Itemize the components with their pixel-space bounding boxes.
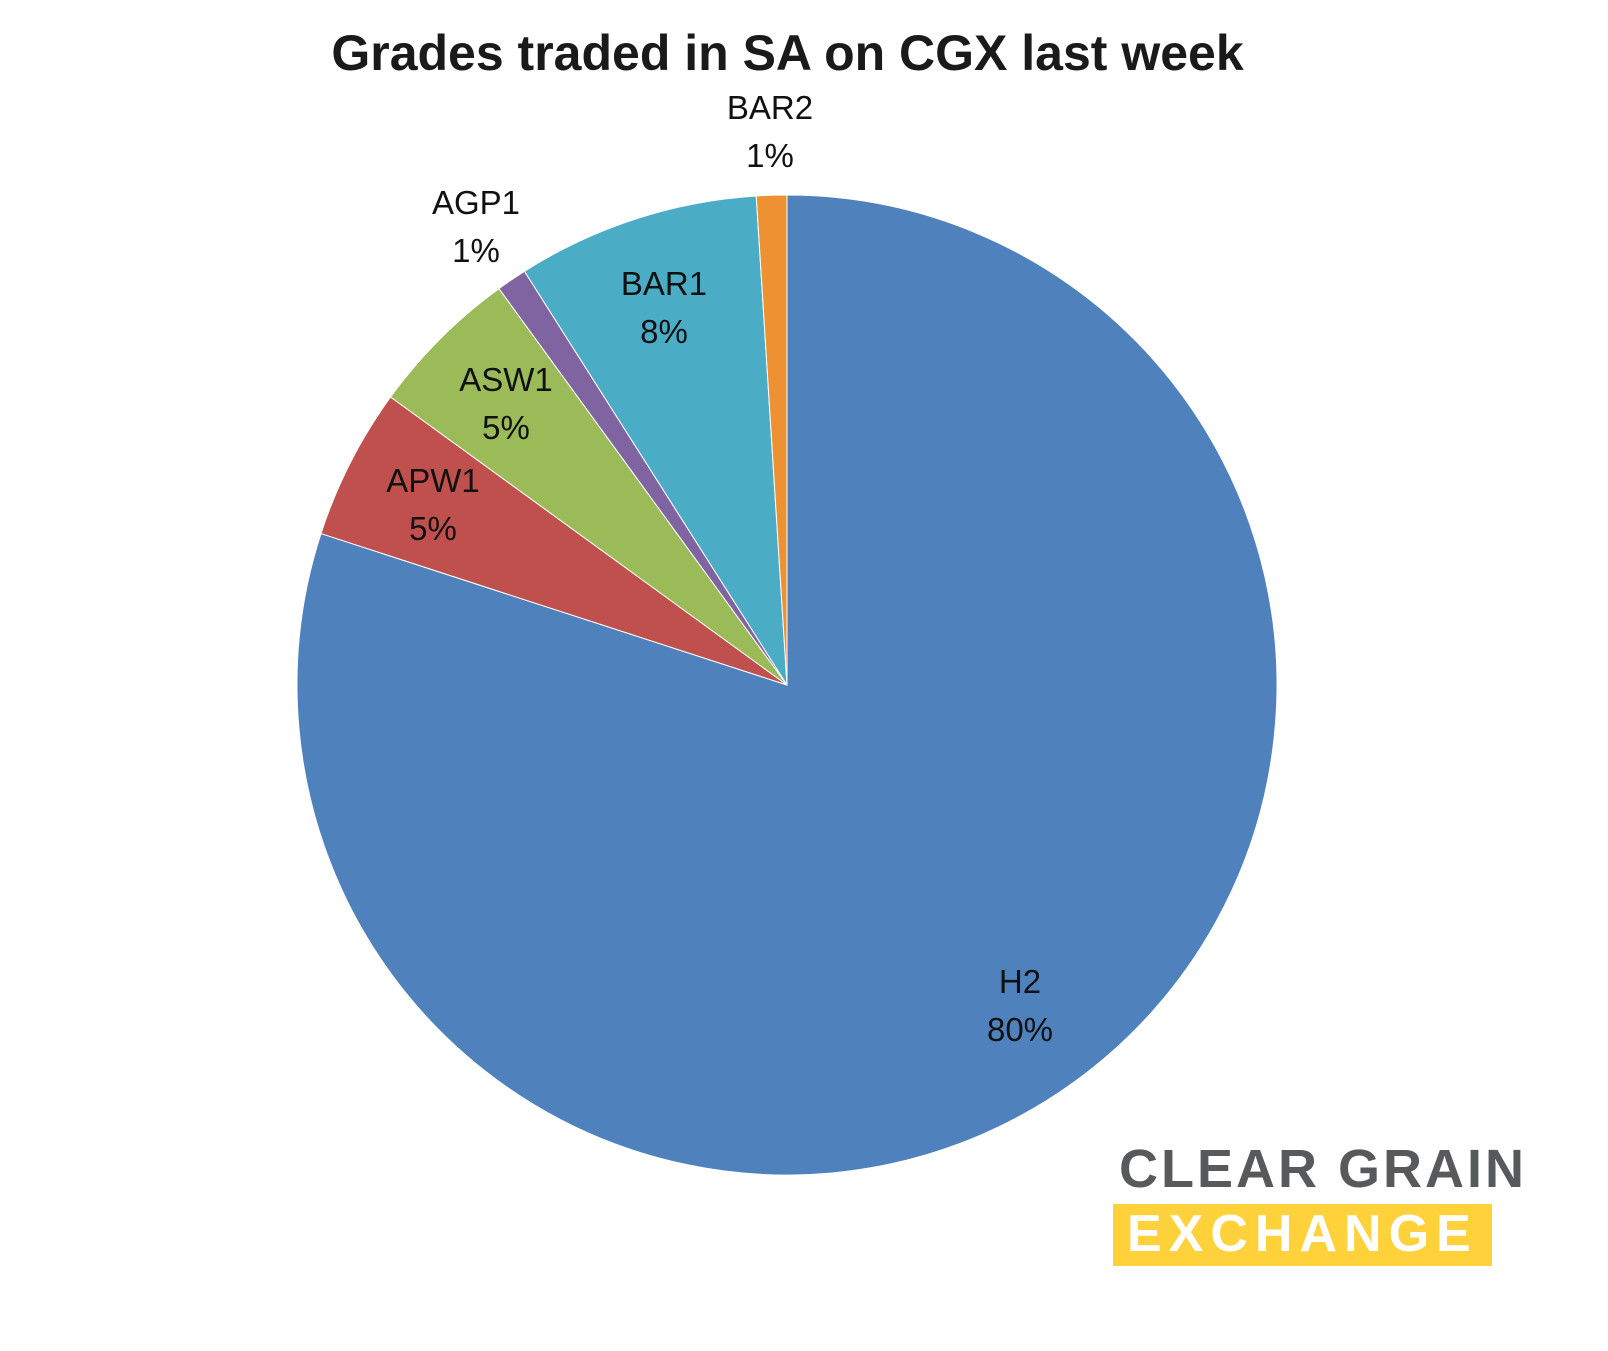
logo-text-clear-grain: CLEAR GRAIN <box>1119 1139 1527 1199</box>
pie-slice-asw1 <box>389 287 788 686</box>
pie-slice-apw1 <box>320 396 788 686</box>
pie-slice-bar2 <box>755 194 788 686</box>
logo-text-exchange: EXCHANGE <box>1113 1204 1492 1266</box>
cgx-logo: CLEAR GRAIN EXCHANGE <box>1113 1142 1527 1266</box>
chart-title: Grades traded in SA on CGX last week <box>331 25 1244 81</box>
pie-slice-bar1 <box>523 195 788 686</box>
